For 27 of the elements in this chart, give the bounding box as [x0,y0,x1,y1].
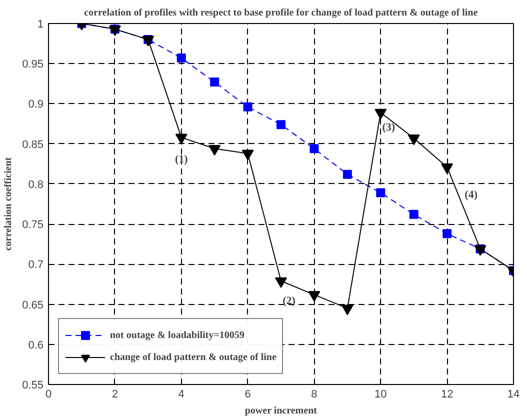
x-tick-label: 0 [45,388,52,400]
x-axis-title: power increment [244,406,318,416]
legend-label: not outage & loadability=10059 [110,328,244,342]
x-tick-label: 10 [374,388,387,400]
y-tick-label: 0.85 [22,138,44,151]
x-tick-label: 6 [244,388,251,400]
annotation: (1) [174,153,188,166]
x-tick-label: 12 [440,388,454,400]
x-tick-label: 4 [178,388,184,400]
y-tick-label: 0.55 [22,380,44,392]
y-tick-label: 0.65 [22,299,44,312]
y-tick-label: 0.75 [22,219,44,232]
legend-label: change of load pattern & outage of line [110,350,276,364]
y-tick-label: 0.8 [28,178,44,191]
y-tick-label: 0.95 [22,58,44,71]
y-tick-label: 0.7 [28,259,44,272]
y-tick-label: 0.9 [28,98,44,111]
y-tick-label: 0.6 [28,339,44,352]
y-tick-label: 1 [37,18,44,30]
annotation: (4) [464,189,478,202]
y-axis-title: correlation coefficient [3,156,14,251]
x-tick-label: 8 [311,388,318,400]
annotation: (2) [282,295,296,308]
x-tick-label: 2 [112,388,118,400]
x-tick-label: 14 [507,388,520,400]
annotation: (3) [382,122,396,134]
chart-title: correlation of profiles with respect to base profile for change of load pattern & outage of line [84,8,478,18]
